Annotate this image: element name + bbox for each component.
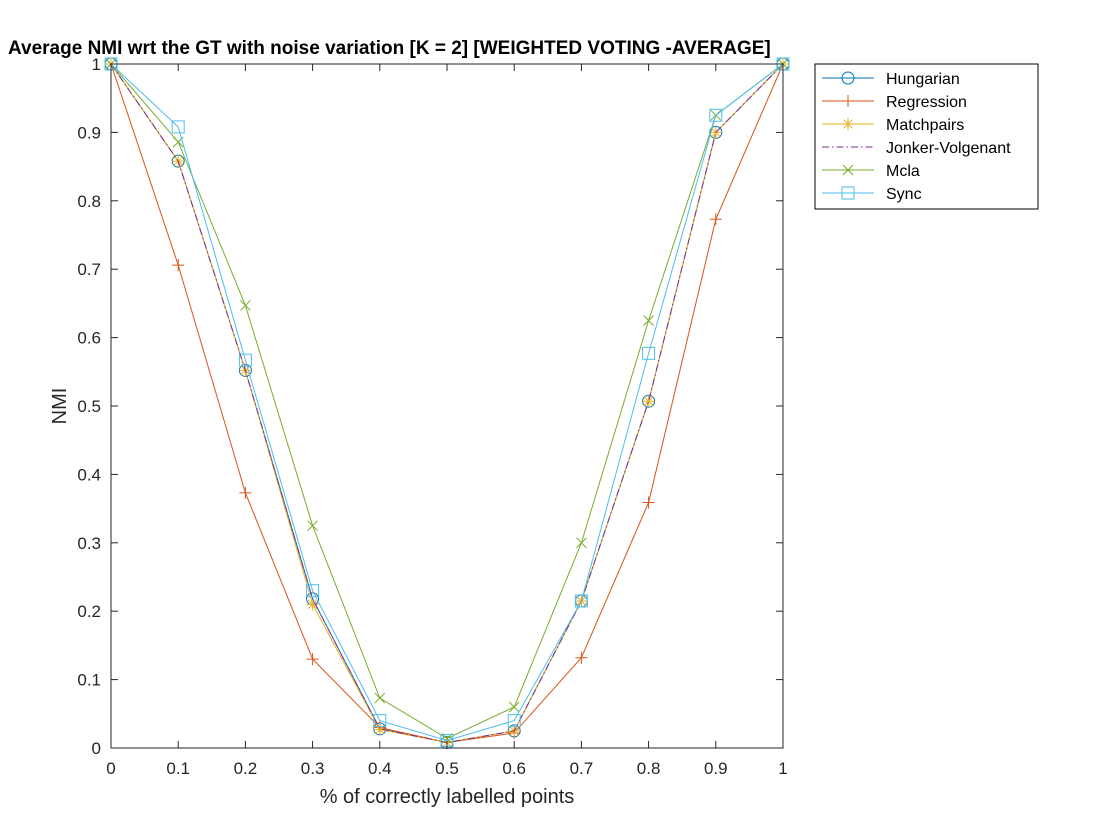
legend-marker <box>841 186 855 200</box>
data-point-marker <box>441 733 453 744</box>
data-point-marker <box>507 714 521 728</box>
data-point-marker <box>374 692 386 704</box>
data-point-marker <box>306 598 319 611</box>
x-tick-label: 0.9 <box>704 759 728 778</box>
data-point-marker <box>373 714 387 728</box>
data-point-marker <box>642 395 655 408</box>
y-axis-label: NMI <box>49 388 71 425</box>
legend-label: Sync <box>886 186 922 203</box>
data-point-marker <box>307 520 318 532</box>
data-point-marker <box>508 701 520 713</box>
legend-box <box>814 63 1039 210</box>
data-point-marker <box>373 723 386 736</box>
y-tick-label: 0.2 <box>77 602 101 621</box>
data-point-marker <box>172 259 185 272</box>
data-point-marker <box>709 126 722 139</box>
x-tick-label: 0.8 <box>637 759 661 778</box>
y-tick-label: 0.5 <box>77 397 101 416</box>
series-line <box>110 63 784 744</box>
data-point-marker <box>239 486 252 499</box>
y-tick-label: 0.6 <box>77 329 101 348</box>
data-point-marker <box>642 346 656 360</box>
chart-title: Average NMI wrt the GT with noise variat… <box>8 38 771 59</box>
legend-entry: Sync <box>822 186 922 203</box>
legend-label: Hungarian <box>886 71 960 88</box>
data-point-marker <box>240 300 251 311</box>
y-tick-label: 1 <box>92 55 101 74</box>
legend-label: Jonker-Volgenant <box>886 140 1011 157</box>
legend-entry: Matchpairs <box>822 117 964 134</box>
data-point-marker <box>575 651 588 664</box>
x-tick-label: 0.5 <box>435 759 459 778</box>
legend: Hungarian Regression Matchpairs Jonker-Volg… <box>814 63 1039 210</box>
x-tick-label: 0.6 <box>502 759 526 778</box>
x-tick-label: 0.4 <box>368 759 392 778</box>
y-tick-label: 0.4 <box>77 465 101 484</box>
legend-marker <box>842 95 854 107</box>
y-tick-label: 0.8 <box>77 192 101 211</box>
legend-marker <box>842 118 854 130</box>
y-tick-label: 0.3 <box>77 534 101 553</box>
y-tick-label: 0.9 <box>77 123 101 142</box>
legend-entry: Hungarian <box>822 71 960 88</box>
y-tick-label: 0.7 <box>77 260 101 279</box>
data-point-marker <box>576 537 587 549</box>
legend-label: Matchpairs <box>886 117 964 134</box>
data-point-marker <box>709 213 722 226</box>
ticks-layer: 0 0.1 0.2 0.3 0.4 0.5 0.6 0.7 0.8 0.9 1 0 0.1 0.2 0.3 0… <box>77 55 787 778</box>
x-tick-label: 0 <box>106 759 115 778</box>
data-point-marker <box>238 353 252 367</box>
data-point-marker <box>306 653 319 666</box>
legend-label: Mcla <box>886 163 920 180</box>
data-point-marker <box>643 315 654 326</box>
data-point-marker <box>171 120 185 134</box>
data-point-marker <box>642 496 655 509</box>
y-tick-label: 0.1 <box>77 671 101 690</box>
series-mcla <box>105 58 789 744</box>
legend-marker <box>841 71 855 85</box>
legend-label: Regression <box>886 94 967 111</box>
legend-entry: Regression <box>822 94 967 111</box>
legend-marker <box>842 164 854 176</box>
series-line <box>110 63 784 741</box>
x-tick-label: 1 <box>778 759 787 778</box>
x-axis-label: % of correctly labelled points <box>320 786 575 808</box>
x-tick-label: 0.1 <box>166 759 190 778</box>
series-sync <box>104 57 790 747</box>
data-point-marker <box>574 594 588 608</box>
data-point-marker <box>709 108 723 122</box>
legend-entry: Mcla <box>822 163 920 180</box>
x-tick-label: 0.2 <box>234 759 258 778</box>
y-tick-label: 0 <box>92 739 101 758</box>
plot-area <box>111 64 783 748</box>
legend-entry: Jonker-Volgenant <box>822 140 1011 157</box>
data-point-marker <box>306 584 320 598</box>
x-tick-label: 0.7 <box>570 759 594 778</box>
series-jonker-volgenant <box>110 63 784 744</box>
x-tick-label: 0.3 <box>301 759 325 778</box>
